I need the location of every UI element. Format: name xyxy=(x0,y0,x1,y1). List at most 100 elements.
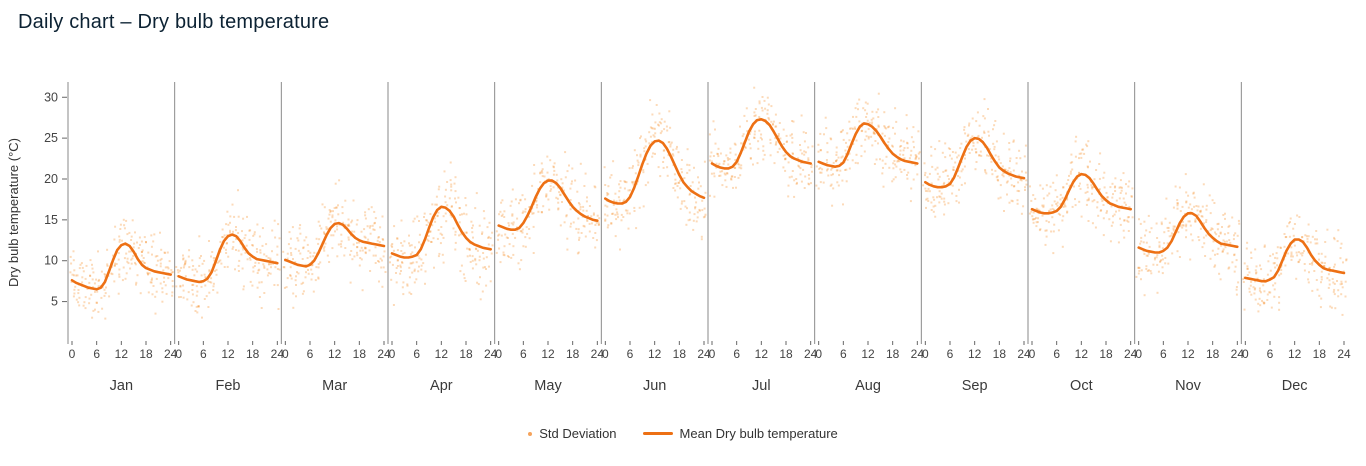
y-tick-label: 10 xyxy=(44,254,58,268)
month-label: Jun xyxy=(643,378,666,394)
legend-item-std[interactable]: Std Deviation xyxy=(528,426,617,441)
y-axis: 5 10 15 20 25 30 Dry bulb temperature (°C) xyxy=(6,90,67,309)
x-tick-label: 12 xyxy=(1181,347,1195,361)
mean-line-layer xyxy=(70,118,1346,291)
mean-line-apr xyxy=(390,205,493,259)
legend-item-mean[interactable]: Mean Dry bulb temperature xyxy=(642,426,838,441)
x-tick-label: 0 xyxy=(922,347,929,361)
x-tick-label: 12 xyxy=(221,347,235,361)
x-tick-label: 0 xyxy=(175,347,182,361)
mean-line-aug xyxy=(817,122,919,168)
x-tick-label: 0 xyxy=(495,347,502,361)
x-tick-label: 18 xyxy=(459,347,473,361)
x-tick-label: 18 xyxy=(673,347,687,361)
x-tick-label: 6 xyxy=(947,347,954,361)
x-tick-label: 12 xyxy=(1075,347,1089,361)
x-tick-label: 18 xyxy=(993,347,1007,361)
y-tick-label: 15 xyxy=(44,213,58,227)
chart-legend: Std Deviation Mean Dry bulb temperature xyxy=(0,426,1366,441)
x-tick-label: 0 xyxy=(1135,347,1142,361)
month-label: Sep xyxy=(962,378,988,394)
x-tick-label: 6 xyxy=(200,347,207,361)
x-tick-label: 24 xyxy=(164,347,178,361)
y-tick-label: 20 xyxy=(44,172,58,186)
y-tick-label: 30 xyxy=(44,90,58,104)
x-tick-label: 24 xyxy=(1017,347,1031,361)
mean-line-mar xyxy=(283,221,386,268)
x-tick-label: 18 xyxy=(1313,347,1327,361)
x-tick-label: 24 xyxy=(591,347,605,361)
legend-label-std: Std Deviation xyxy=(539,426,617,441)
x-tick-label: 18 xyxy=(246,347,260,361)
month-label: Apr xyxy=(430,378,453,394)
mean-line-jun xyxy=(603,139,706,205)
x-tick-label: 18 xyxy=(139,347,153,361)
x-tick-label: 6 xyxy=(93,347,100,361)
y-tick-label: 25 xyxy=(44,131,58,145)
x-tick-label: 6 xyxy=(627,347,634,361)
y-axis-title: Dry bulb temperature (°C) xyxy=(6,138,21,287)
x-tick-label: 6 xyxy=(1053,347,1060,361)
month-label: Jan xyxy=(110,378,133,394)
x-tick-label: 6 xyxy=(520,347,527,361)
mean-line-may xyxy=(497,179,599,231)
page-title: Daily chart – Dry bulb temperature xyxy=(18,11,330,33)
x-tick-label: 12 xyxy=(755,347,769,361)
month-label: Aug xyxy=(855,378,881,394)
month-label: Jul xyxy=(752,378,771,394)
mean-line-sep xyxy=(923,136,1026,189)
x-tick-label: 0 xyxy=(815,347,822,361)
mean-line-jul xyxy=(710,118,813,170)
month-label: Feb xyxy=(216,378,241,394)
x-tick-label: 12 xyxy=(115,347,129,361)
x-tick-label: 6 xyxy=(1267,347,1274,361)
x-tick-label: 6 xyxy=(1160,347,1167,361)
x-tick-label: 12 xyxy=(861,347,875,361)
x-tick-label: 24 xyxy=(1124,347,1138,361)
x-tick-label: 24 xyxy=(377,347,391,361)
x-tick-label: 24 xyxy=(911,347,925,361)
x-tick-label: 18 xyxy=(886,347,900,361)
x-tick-label: 12 xyxy=(968,347,982,361)
x-tick-label: 12 xyxy=(1288,347,1302,361)
mean-line-dec xyxy=(1244,238,1346,283)
x-tick-label: 12 xyxy=(541,347,555,361)
x-tick-label: 0 xyxy=(69,347,76,361)
x-tick-label: 0 xyxy=(389,347,396,361)
x-tick-label: 0 xyxy=(1029,347,1036,361)
mean-line-jan xyxy=(70,242,172,291)
month-label: Mar xyxy=(322,378,347,394)
legend-label-mean: Mean Dry bulb temperature xyxy=(679,426,838,441)
x-tick-label: 18 xyxy=(353,347,367,361)
x-tick-label: 0 xyxy=(602,347,609,361)
x-tick-label: 24 xyxy=(1231,347,1245,361)
x-tick-label: 18 xyxy=(779,347,793,361)
x-tick-label: 24 xyxy=(1337,347,1351,361)
x-tick-label: 24 xyxy=(804,347,818,361)
x-tick-label: 6 xyxy=(307,347,314,361)
mean-line-oct xyxy=(1030,172,1132,215)
x-tick-label: 24 xyxy=(697,347,711,361)
mean-line-nov xyxy=(1137,212,1239,254)
x-tick-label: 6 xyxy=(413,347,420,361)
month-label: Dec xyxy=(1282,378,1308,394)
panel-separators xyxy=(67,82,1242,344)
month-label: Nov xyxy=(1175,378,1202,394)
y-tick-label: 5 xyxy=(51,295,58,309)
x-tick-label: 18 xyxy=(1206,347,1220,361)
std-deviation-marker-icon xyxy=(528,431,533,436)
x-tick-label: 6 xyxy=(733,347,740,361)
mean-line-feb xyxy=(177,233,279,284)
x-tick-label: 0 xyxy=(282,347,289,361)
x-tick-label: 12 xyxy=(435,347,449,361)
x-axis: 0 6 12 18 24 Jan 0 6 12 18 24 Feb 0 6 12 18 24 Mar 0 6 12 18 2… xyxy=(69,341,1351,394)
month-label: May xyxy=(534,378,562,394)
x-tick-label: 0 xyxy=(709,347,716,361)
month-label: Oct xyxy=(1070,378,1093,394)
x-tick-label: 0 xyxy=(1242,347,1249,361)
x-tick-label: 6 xyxy=(840,347,847,361)
x-tick-label: 18 xyxy=(566,347,580,361)
x-tick-label: 12 xyxy=(328,347,342,361)
